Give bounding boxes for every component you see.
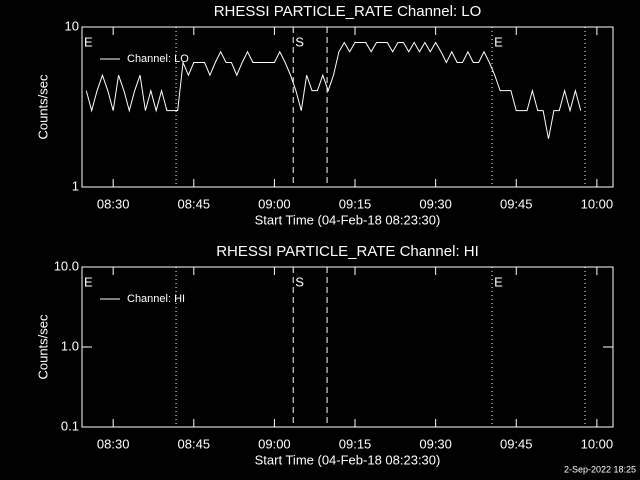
plot-frame — [81, 266, 614, 428]
event-flag: E — [84, 274, 93, 289]
y-tick-label: 0.1 — [61, 418, 79, 433]
x-tick-label: 10:00 — [581, 436, 614, 451]
event-flag: S — [295, 34, 304, 49]
y-tick-label: 1.0 — [61, 338, 79, 353]
x-tick-label: 08:45 — [178, 196, 211, 211]
data-line — [85, 41, 582, 139]
legend-label: Channel: HI — [127, 293, 185, 305]
x-tick-label: 09:00 — [258, 436, 291, 451]
x-tick-label: 09:45 — [500, 196, 533, 211]
event-flag: E — [84, 34, 93, 49]
x-tick-label: 09:00 — [258, 196, 291, 211]
x-tick-label: 09:15 — [339, 196, 372, 211]
x-tick-label: 08:30 — [97, 436, 130, 451]
y-tick-label: 10.0 — [54, 258, 79, 273]
event-flag: S — [295, 274, 304, 289]
y-tick-label: 1 — [72, 178, 79, 193]
x-tick-label: 09:30 — [419, 436, 452, 451]
x-axis-label: Start Time (04-Feb-18 08:23:30) — [255, 212, 441, 227]
chart-title: RHESSI PARTICLE_RATE Channel: LO — [214, 3, 482, 20]
y-axis-label: Counts/sec — [35, 74, 50, 140]
x-tick-label: 09:30 — [419, 196, 452, 211]
x-tick-label: 08:30 — [97, 196, 130, 211]
x-tick-label: 09:45 — [500, 436, 533, 451]
y-tick-label: 10 — [65, 18, 79, 33]
x-tick-label: 08:45 — [178, 436, 211, 451]
x-tick-label: 09:15 — [339, 436, 372, 451]
footer: 2-Sep-2022 18:25 — [564, 464, 636, 474]
x-axis-label: Start Time (04-Feb-18 08:23:30) — [255, 452, 441, 467]
y-axis-label: Counts/sec — [35, 314, 50, 380]
x-tick-label: 10:00 — [581, 196, 614, 211]
plot-frame — [81, 26, 614, 188]
chart-title: RHESSI PARTICLE_RATE Channel: HI — [216, 243, 479, 260]
event-flag: E — [494, 274, 503, 289]
event-flag: E — [494, 34, 503, 49]
legend-label: Channel: LO — [127, 53, 189, 65]
